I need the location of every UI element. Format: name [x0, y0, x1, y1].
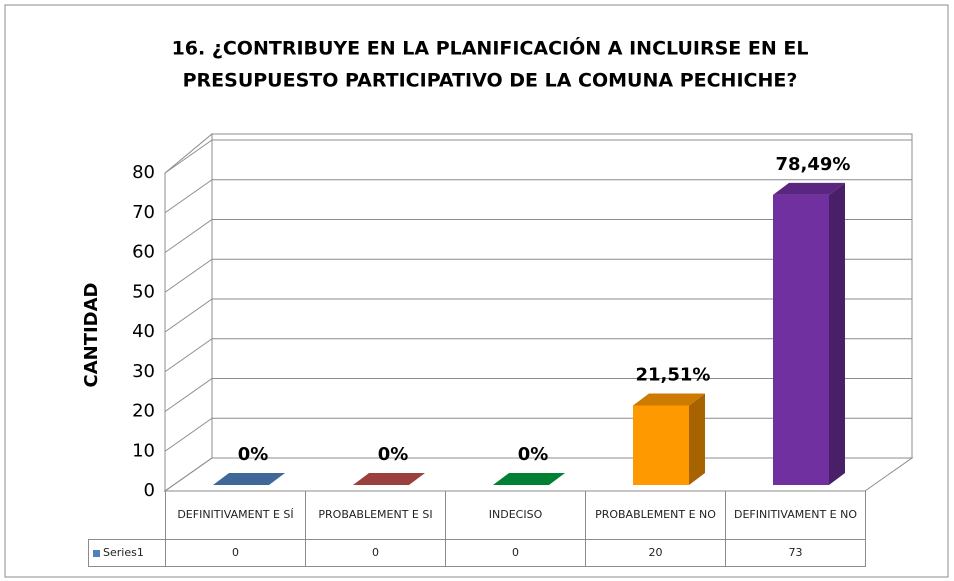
y-tick-label: 60 [132, 242, 155, 263]
bar-top [633, 393, 705, 406]
bar-side [829, 182, 845, 485]
y-tick-label: 80 [132, 162, 155, 183]
data-label: 0% [518, 444, 549, 465]
table-value: 0 [445, 540, 586, 567]
table-header: DEFINITIVAMENT E NO [725, 491, 866, 540]
bar-top [213, 473, 285, 485]
table-value: 73 [725, 540, 866, 567]
grid-line [164, 258, 213, 293]
grid-line [164, 219, 213, 253]
y-tick-label: 20 [132, 401, 155, 422]
bar-front [633, 405, 689, 485]
data-label: 21,51% [636, 365, 711, 386]
chart-title: 16. ¿CONTRIBUYE EN LA PLANIFICACIÓN A IN… [172, 36, 809, 60]
y-tick-label: 0 [144, 480, 155, 501]
legend-swatch [93, 549, 100, 557]
table-header: PROBABLEMENT E SI [305, 491, 446, 540]
side-wall [164, 132, 213, 492]
bar [353, 473, 425, 485]
table-legend: Series1 [88, 539, 166, 567]
chart-title: PRESUPUESTO PARTICIPATIVO DE LA COMUNA P… [183, 70, 798, 92]
table-header: PROBABLEMENT E NO [585, 491, 726, 540]
y-tick-label: 10 [132, 440, 155, 461]
grid-line [164, 179, 213, 214]
grid-line [164, 378, 213, 412]
grid-line [164, 457, 213, 492]
table-value: 0 [305, 540, 446, 567]
bar-front [773, 194, 829, 485]
grid-line [164, 139, 213, 174]
data-label: 78,49% [776, 154, 851, 175]
grid-line [164, 417, 213, 452]
bar [633, 393, 705, 485]
data-label: 0% [238, 444, 269, 465]
legend-label: Series1 [103, 546, 144, 559]
bar [773, 182, 845, 485]
y-tick-label: 30 [132, 361, 155, 382]
grid-line [164, 298, 213, 333]
table-value: 0 [165, 540, 306, 567]
y-tick-label: 70 [132, 202, 155, 223]
table-header: INDECISO [445, 491, 586, 540]
bar-side [689, 393, 705, 485]
y-axis-label: CANTIDAD [81, 283, 102, 388]
bar [213, 473, 285, 485]
table-value: 20 [585, 540, 726, 567]
y-tick-label: 40 [132, 321, 155, 342]
data-label: 0% [378, 444, 409, 465]
bar-top [773, 182, 845, 195]
bar [493, 473, 565, 485]
bar-top [353, 473, 425, 485]
bar-top [493, 473, 565, 485]
y-tick-label: 50 [132, 281, 155, 302]
grid-line [164, 338, 213, 373]
table-header: DEFINITIVAMENT E SÍ [165, 491, 306, 540]
